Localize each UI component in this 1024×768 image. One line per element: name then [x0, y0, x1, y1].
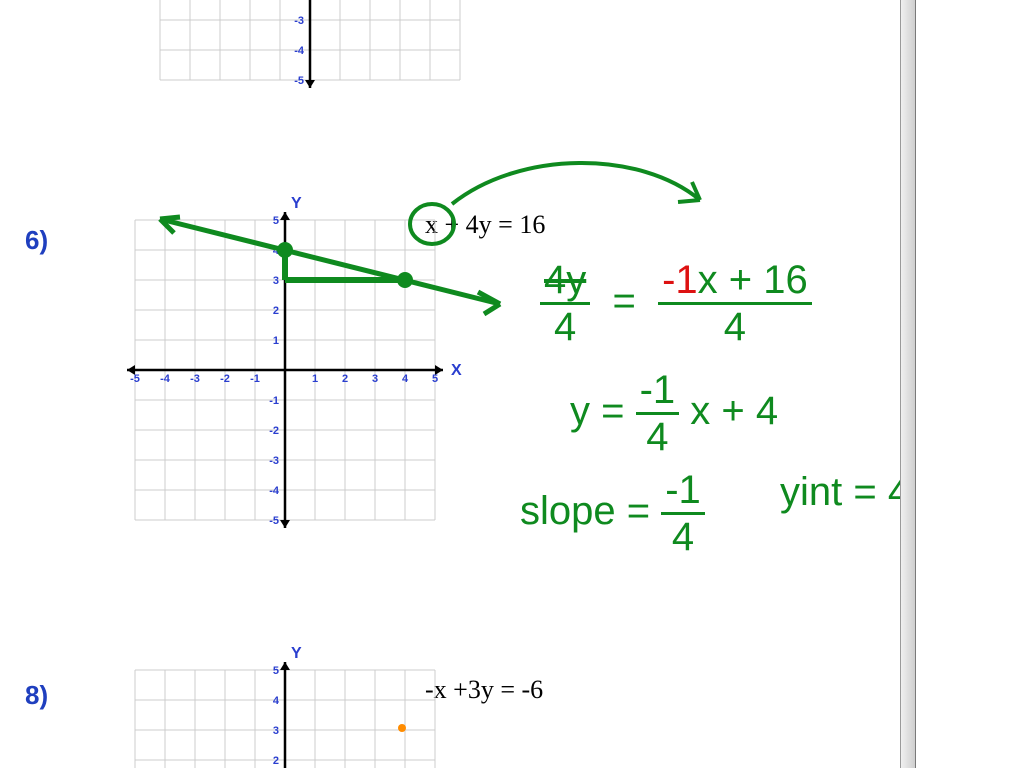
svg-text:-3: -3 — [294, 15, 304, 27]
grid-problem-6: -5 -5 -4 -4 -3 -3 -2 -2 -1 -1 1 1 2 2 3 3 4 4 5 5 X Y — [110, 180, 470, 560]
svg-text:-2: -2 — [220, 373, 230, 385]
problem-8-label: 8) — [25, 680, 48, 711]
scrollbar[interactable] — [900, 0, 916, 768]
svg-text:-5: -5 — [130, 373, 140, 385]
svg-text:X: X — [451, 362, 462, 379]
svg-text:3: 3 — [273, 725, 279, 737]
grid-problem-8: -5-4-3-2-11122334455Y — [110, 630, 470, 768]
svg-text:5: 5 — [273, 665, 279, 677]
hand-slope-label: slope = -14 — [520, 470, 705, 557]
problem-6-label: 6) — [25, 225, 48, 256]
svg-text:1: 1 — [273, 335, 279, 347]
svg-text:3: 3 — [372, 373, 378, 385]
svg-text:2: 2 — [273, 755, 279, 767]
svg-text:1: 1 — [312, 373, 318, 385]
svg-text:4: 4 — [402, 373, 409, 385]
svg-text:2: 2 — [273, 305, 279, 317]
hand-step-2: y = -14 x + 4 — [570, 370, 778, 457]
svg-text:-2: -2 — [269, 425, 279, 437]
svg-text:4: 4 — [273, 695, 280, 707]
svg-text:-5: -5 — [269, 515, 279, 527]
svg-text:-5: -5 — [294, 75, 304, 87]
grid-top-partial: -5-5-4-4-3-3-2-2-1-112345Y — [140, 0, 480, 90]
svg-text:-1: -1 — [269, 395, 279, 407]
worksheet-page: 6) x + 4y = 16 8) -x +3y = -6 -5-5-4-4-3… — [0, 0, 900, 768]
svg-text:-3: -3 — [269, 455, 279, 467]
whiteboard-edge — [900, 0, 1024, 768]
svg-text:Y: Y — [291, 645, 302, 662]
svg-text:5: 5 — [273, 215, 279, 227]
svg-text:2: 2 — [342, 373, 348, 385]
hand-yint-label: yint = 4 — [780, 470, 910, 515]
svg-text:-3: -3 — [190, 373, 200, 385]
svg-text:-1: -1 — [250, 373, 260, 385]
svg-text:-4: -4 — [269, 485, 280, 497]
svg-text:-4: -4 — [160, 373, 171, 385]
svg-text:Y: Y — [291, 195, 302, 212]
svg-text:4: 4 — [273, 245, 280, 257]
svg-text:3: 3 — [273, 275, 279, 287]
hand-step-1: 4y4 = -1x + 164 — [540, 260, 812, 347]
svg-text:5: 5 — [432, 373, 438, 385]
svg-text:-4: -4 — [294, 45, 305, 57]
